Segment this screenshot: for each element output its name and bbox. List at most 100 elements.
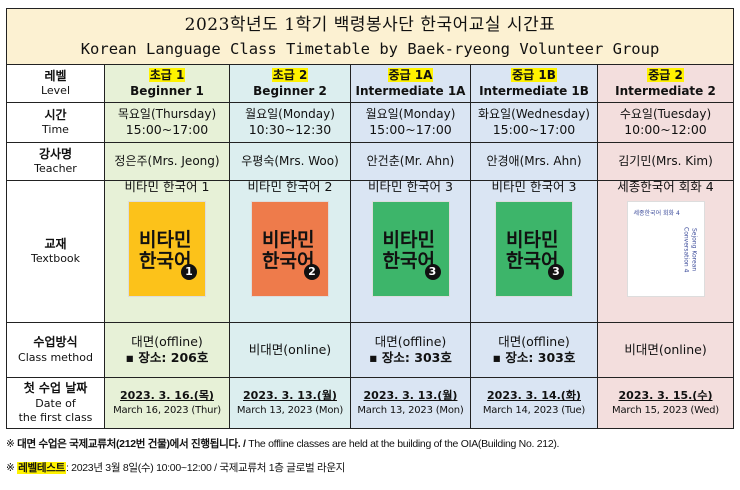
level-row: 레벨 Level 초급 1 Beginner 1 초급 2 Beginner 2 중급 1… [6,64,735,103]
level-english: Intermediate 1B [479,83,589,98]
teacher-name: 안건춘(Mr. Ahn) [366,153,455,168]
footer-note-level-test: ※ 레벨테스트: 2023년 3월 8일(수) 10:00~12:00 / 국제… [6,462,345,476]
title-korean: 2023학년도 1학기 백령봉사단 한국어교실 시간표 [184,14,556,35]
class-day: 목요일(Thursday) [117,106,217,121]
header-en: Level [40,84,71,98]
teacher-name: 안경애(Mrs. Ahn) [486,153,582,168]
cover-number: 1 [181,264,197,281]
cover-title: 비타민 한국어 [382,229,435,273]
level-korean: 초급 2 [271,67,309,82]
level-cell: 중급 1B Intermediate 1B [470,64,598,103]
title-english: Korean Language Class Timetable by Baek-… [80,39,660,58]
level-cell: 초급 2 Beginner 2 [229,64,351,103]
teacher-name: 우평숙(Mrs. Woo) [241,153,339,168]
time-cell: 목요일(Thursday) 15:00~17:00 [104,102,230,143]
method-row: 수업방식 Class method 대면(offline) ▪ 장소: 206호 비대… [6,322,735,378]
textbook-name: 비타민 한국어 2 [247,179,333,194]
date-cell: 2023. 3. 16.(목) March 16, 2023 (Thur) [104,377,230,429]
method-cell: 비대면(online) [596,322,735,378]
cover-number: 2 [304,264,320,281]
time-row: 시간 Time 목요일(Thursday) 15:00~17:00 월요일(Monda… [6,102,735,143]
date-row: 첫 수업 날짜 Date of the first class 2023. 3. 1… [6,377,735,429]
class-time: 10:30~12:30 [248,122,332,138]
row-header-time: 시간 Time [6,102,105,143]
method-cell: 대면(offline) ▪ 장소: 206호 [104,322,230,378]
level-test-label: 레벨테스트 [17,462,66,474]
class-method: 비대면(online) [248,341,332,357]
header-en: Class method [18,350,93,364]
header-en: the first class [18,410,93,424]
header-ko: 첫 수업 날짜 [23,380,88,395]
note-mark: ※ [6,462,15,474]
footer-note-offline: ※ 대면 수업은 국제교류처(212번 건물)에서 진행됩니다. / The o… [6,438,559,452]
level-english: Beginner 1 [130,83,204,98]
textbook-cover-image: 비타민 한국어 3 [371,201,450,298]
class-method: 대면(offline) [498,333,570,349]
method-cell: 비대면(online) [229,322,351,378]
level-english: Intermediate 2 [615,83,716,98]
level-test-info: : 2023년 3월 8일(수) 10:00~12:00 / 국제교류처 1층 … [65,462,346,474]
textbook-cover-image: 비타민 한국어 3 [495,201,573,298]
textbook-name: 비타민 한국어 3 [491,179,577,194]
header-ko: 교재 [44,236,67,251]
first-date-korean: 2023. 3. 13.(월) [243,389,337,403]
level-english: Intermediate 1A [355,83,466,98]
note-english: The offline classes are held at the buil… [248,438,560,450]
cover-title: 비타민 한국어 [139,229,192,273]
textbook-name: 비타민 한국어 1 [124,179,210,194]
row-header-teacher: 강사명 Teacher [6,142,105,181]
teacher-cell: 김기민(Mrs. Kim) [596,142,735,181]
first-date-english: March 16, 2023 (Thur) [113,404,221,416]
row-header-method: 수업방식 Class method [6,322,105,378]
cover-title: 비타민 한국어 [262,229,315,273]
class-room: ▪ 장소: 303호 [369,350,452,365]
time-cell: 수요일(Tuesday) 10:00~12:00 [596,102,735,143]
header-ko: 수업방식 [33,335,78,350]
teacher-cell: 안건춘(Mr. Ahn) [350,142,471,181]
teacher-name: 김기민(Mrs. Kim) [618,153,713,168]
header-ko: 강사명 [38,146,73,161]
cover-title: 세종한국어 회화 4 [633,210,680,218]
note-korean: 대면 수업은 국제교류처(212번 건물)에서 진행됩니다. / [17,438,249,450]
teacher-cell: 안경애(Mrs. Ahn) [470,142,598,181]
header-ko: 레벨 [44,68,67,83]
first-date-korean: 2023. 3. 13.(월) [363,389,458,403]
class-day: 화요일(Wednesday) [478,106,590,121]
cover-title: 비타민 한국어 [506,229,559,273]
note-mark: ※ [6,438,15,450]
class-method: 대면(offline) [374,333,447,349]
teacher-row: 강사명 Teacher 정은주(Mrs. Jeong) 우평숙(Mrs. Woo) 안… [6,142,735,181]
class-time: 15:00~17:00 [125,122,209,138]
row-header-date: 첫 수업 날짜 Date of the first class [6,377,105,429]
time-cell: 화요일(Wednesday) 15:00~17:00 [470,102,598,143]
method-cell: 대면(offline) ▪ 장소: 303호 [350,322,471,378]
textbook-cell: 비타민 한국어 1 비타민 한국어 1 [104,179,230,323]
first-date-english: March 14, 2023 (Tue) [482,404,586,416]
teacher-name: 정은주(Mrs. Jeong) [114,153,220,168]
date-cell: 2023. 3. 15.(수) March 15, 2023 (Wed) [596,377,735,429]
first-date-korean: 2023. 3. 15.(수) [618,389,713,403]
class-time: 15:00~17:00 [492,122,576,138]
class-day: 수요일(Tuesday) [619,106,712,121]
header-en: Time [42,123,69,137]
class-time: 10:00~12:00 [624,122,707,138]
teacher-cell: 우평숙(Mrs. Woo) [229,142,351,181]
class-day: 월요일(Monday) [245,106,335,121]
textbook-row: 교재 Textbook 비타민 한국어 1 비타민 한국어 1 비타민 한국어 2 비타민… [6,179,735,323]
class-day: 월요일(Monday) [365,106,456,121]
header-en: Teacher [34,162,77,176]
level-cell: 초급 1 Beginner 1 [104,64,230,103]
textbook-cover-image: 비타민 한국어 1 [128,201,206,298]
level-korean: 중급 1A [387,67,434,82]
cover-number: 3 [424,264,441,281]
date-cell: 2023. 3. 13.(월) March 13, 2023 (Mon) [350,377,471,429]
level-korean: 초급 1 [148,67,186,82]
first-date-korean: 2023. 3. 14.(화) [487,389,581,403]
level-english: Beginner 2 [253,83,327,98]
timetable: 2023학년도 1학기 백령봉사단 한국어교실 시간표 Korean Langu… [5,8,735,429]
class-method: 대면(offline) [131,333,203,349]
time-cell: 월요일(Monday) 10:30~12:30 [229,102,351,143]
class-room: ▪ 장소: 303호 [492,350,576,365]
first-date-korean: 2023. 3. 16.(목) [120,389,214,403]
textbook-cell: 비타민 한국어 2 비타민 한국어 2 [229,179,351,323]
